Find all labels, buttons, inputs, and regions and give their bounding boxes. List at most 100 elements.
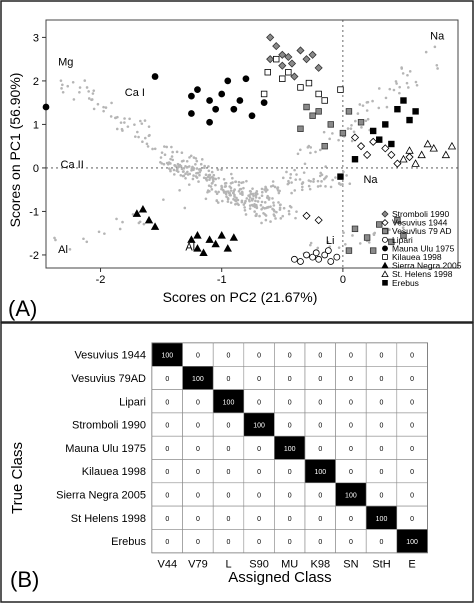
loading-point (115, 217, 118, 221)
loading-point (141, 140, 144, 143)
cell-value: 0 (227, 353, 231, 360)
loading-point (309, 151, 312, 155)
loading-label: Al (58, 244, 68, 256)
loading-point (174, 165, 178, 168)
loading-point (126, 125, 130, 128)
loading-point (248, 189, 252, 193)
loading-point (97, 230, 101, 234)
loading-label: Ca I (125, 87, 145, 99)
loading-point (78, 86, 82, 89)
cell-value: 0 (165, 423, 169, 430)
loading-point (285, 170, 288, 174)
loading-point (334, 176, 337, 179)
loading-point (299, 148, 302, 152)
loading-point (103, 232, 106, 235)
loading-point (406, 73, 409, 77)
data-point (345, 247, 353, 254)
data-point (266, 33, 275, 42)
loading-point (301, 181, 305, 184)
y-tick-label: 1 (33, 119, 39, 131)
loading-point (194, 157, 198, 160)
loading-point (171, 158, 175, 162)
loading-point (298, 178, 302, 181)
panel-b-confusion-matrix: 100 0 0 0 0 0 0 0 0 0 100 0 0 0 0 0 0 0 0 0 100 0 0 0 0 0 0 0 0 0 100 0… (56, 342, 428, 571)
loading-point (137, 135, 140, 139)
data-point (357, 119, 365, 126)
data-point (212, 105, 220, 113)
cell-value: 0 (257, 399, 261, 406)
data-point (194, 86, 201, 93)
loading-point (260, 200, 264, 204)
loading-point (266, 194, 269, 198)
loading-point (230, 172, 233, 176)
loading-point (274, 217, 277, 220)
loading-point (134, 135, 137, 138)
data-point (248, 112, 256, 120)
loading-point (248, 204, 252, 207)
loading-point (214, 177, 217, 181)
loading-point (435, 63, 439, 67)
loading-point (342, 231, 345, 235)
cell-value: 0 (318, 539, 322, 546)
loading-point (153, 147, 157, 151)
loading-point (87, 90, 90, 93)
loading-point (407, 86, 410, 89)
cell-value: 100 (253, 423, 265, 430)
x-axis-label: Scores on PC2 (21.67%) (163, 289, 318, 305)
loading-point (251, 187, 254, 190)
cell-value: 0 (257, 353, 261, 360)
loading-point (147, 125, 151, 129)
cell-value: 100 (192, 376, 204, 383)
loading-point (294, 216, 297, 220)
cell-value: 0 (380, 399, 384, 406)
data-point (369, 137, 378, 146)
cell-value: 0 (227, 516, 231, 523)
loading-point (233, 195, 236, 198)
cell-value: 0 (349, 353, 353, 360)
loading-point (250, 203, 254, 207)
data-point (264, 69, 271, 76)
data-point (242, 75, 250, 83)
loading-point (392, 88, 396, 92)
loading-point (295, 173, 298, 176)
loading-point (242, 203, 246, 206)
data-point (315, 90, 322, 98)
loading-point (186, 173, 190, 176)
cell-value: 0 (410, 516, 414, 523)
series-kilauea-1998 (260, 55, 344, 104)
data-point (297, 84, 304, 91)
loading-point (371, 99, 374, 103)
loading-point (279, 203, 282, 207)
data-point (296, 46, 305, 55)
loading-point (415, 83, 419, 87)
loading-point (365, 109, 369, 112)
loading-point (220, 168, 223, 171)
loading-point (83, 79, 87, 82)
loading-point (259, 203, 263, 207)
data-point (193, 231, 202, 239)
data-point (387, 150, 396, 159)
loading-point (170, 145, 173, 149)
legend-marker (381, 270, 389, 278)
data-point (369, 247, 377, 254)
data-point (211, 239, 220, 248)
loading-point (436, 67, 439, 70)
loading-point (277, 201, 280, 204)
loading-point (290, 191, 293, 195)
loading-point (351, 234, 354, 237)
data-point (302, 55, 311, 64)
cell-value: 0 (288, 376, 292, 383)
cell-value: 0 (227, 423, 231, 430)
loading-point (361, 104, 365, 107)
loading-point (303, 162, 307, 166)
plot-area (45, 19, 459, 269)
data-point (285, 69, 292, 76)
data-point (308, 50, 317, 59)
loading-point (175, 167, 179, 171)
cell-value: 100 (223, 399, 235, 406)
data-point (399, 154, 408, 163)
loading-point (258, 214, 261, 218)
loading-point (273, 185, 277, 189)
loading-point (136, 130, 139, 134)
cell-value: 0 (257, 492, 261, 499)
